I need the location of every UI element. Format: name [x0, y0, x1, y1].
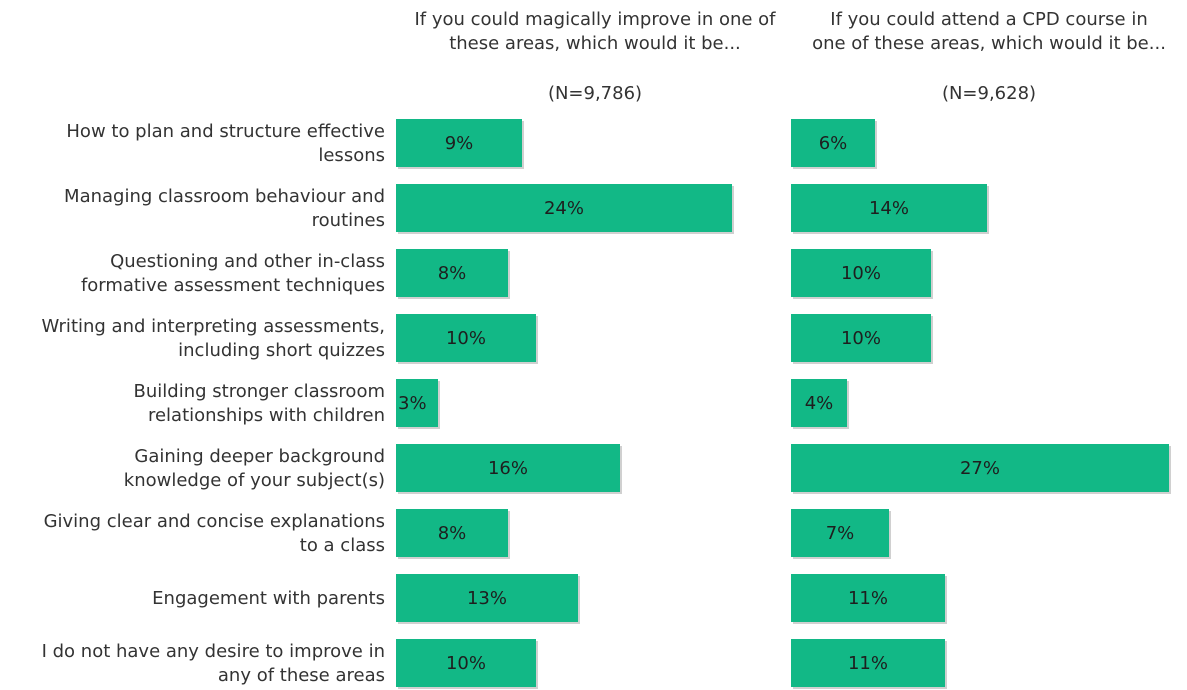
- category-label-line: Managing classroom behaviour and: [64, 186, 385, 207]
- bar-value-label: 24%: [544, 198, 584, 219]
- bar-value-label: 10%: [841, 263, 881, 284]
- category-label: Engagement with parents: [0, 587, 385, 611]
- bar-value-label: 8%: [438, 523, 467, 544]
- panel-n-label: (N=9,628): [941, 83, 1037, 104]
- panel-n-label: (N=9,786): [547, 83, 643, 104]
- bar: [791, 639, 945, 687]
- bar: [791, 184, 987, 232]
- category-label-line: Gaining deeper background: [134, 446, 385, 467]
- bar-value-label: 10%: [446, 328, 486, 349]
- bar: [396, 509, 508, 557]
- bar-value-label: 11%: [848, 653, 888, 674]
- category-label-line: to a class: [299, 535, 385, 556]
- category-label-line: Building stronger classroom: [133, 381, 385, 402]
- bar: [791, 509, 889, 557]
- category-label-line: Questioning and other in-class: [110, 251, 385, 272]
- bar: [791, 574, 945, 622]
- category-label-line: lessons: [318, 145, 385, 166]
- panel-title-line: these areas, which would it be...: [449, 33, 741, 54]
- bar: [396, 444, 620, 492]
- category-label: Giving clear and concise explanations to …: [0, 510, 385, 558]
- category-label: Writing and interpreting assessments, inc…: [0, 315, 385, 363]
- bar-value-label: 10%: [841, 328, 881, 349]
- category-label-line: Engagement with parents: [152, 588, 385, 609]
- bar-value-label: 27%: [960, 458, 1000, 479]
- panel-title-line: one of these areas, which would it be...: [812, 33, 1166, 54]
- bar: [396, 314, 536, 362]
- bar-value-label: 11%: [848, 588, 888, 609]
- bar: [791, 444, 1169, 492]
- panel-title: If you could attend a CPD course in one o…: [779, 8, 1187, 56]
- panel-title-line: If you could magically improve in one of: [414, 9, 776, 30]
- bar: [396, 639, 536, 687]
- category-label-line: knowledge of your subject(s): [123, 470, 385, 491]
- category-label-line: How to plan and structure effective: [66, 121, 385, 142]
- category-label: Managing classroom behaviour and routines: [0, 185, 385, 233]
- category-label: How to plan and structure effective lesso…: [0, 120, 385, 168]
- bar: [791, 249, 931, 297]
- category-label-line: routines: [311, 210, 385, 231]
- bar: [396, 184, 732, 232]
- bar: [396, 249, 508, 297]
- bar: [791, 119, 875, 167]
- bar: [791, 379, 847, 427]
- category-label-line: any of these areas: [217, 665, 385, 686]
- category-label: Gaining deeper background knowledge of yo…: [0, 445, 385, 493]
- bar-value-label: 8%: [438, 263, 467, 284]
- category-label-line: formative assessment techniques: [80, 275, 385, 296]
- category-label-line: I do not have any desire to improve in: [41, 641, 385, 662]
- panel-title-line: If you could attend a CPD course in: [830, 9, 1148, 30]
- bar: [396, 574, 578, 622]
- category-label: Building stronger classroom relationships…: [0, 380, 385, 428]
- bar-value-label: 4%: [805, 393, 834, 414]
- bar-value-label: 6%: [819, 133, 848, 154]
- category-label-line: Giving clear and concise explanations: [43, 511, 385, 532]
- bar-value-label: 14%: [869, 198, 909, 219]
- category-label: I do not have any desire to improve in an…: [0, 640, 385, 688]
- bar: [396, 119, 522, 167]
- bar-value-label: 10%: [446, 653, 486, 674]
- category-label-line: Writing and interpreting assessments,: [41, 316, 385, 337]
- panel-title: If you could magically improve in one of…: [385, 8, 805, 56]
- bar-value-label: 13%: [467, 588, 507, 609]
- bar: [791, 314, 931, 362]
- bar-value-label: 16%: [488, 458, 528, 479]
- category-label-line: including short quizzes: [178, 340, 385, 361]
- bar: [396, 379, 438, 427]
- bar-value-label: 9%: [445, 133, 474, 154]
- category-label-line: relationships with children: [147, 405, 385, 426]
- bar-value-label: 3%: [398, 393, 427, 414]
- bar-value-label: 7%: [826, 523, 855, 544]
- category-label: Questioning and other in-class formative …: [0, 250, 385, 298]
